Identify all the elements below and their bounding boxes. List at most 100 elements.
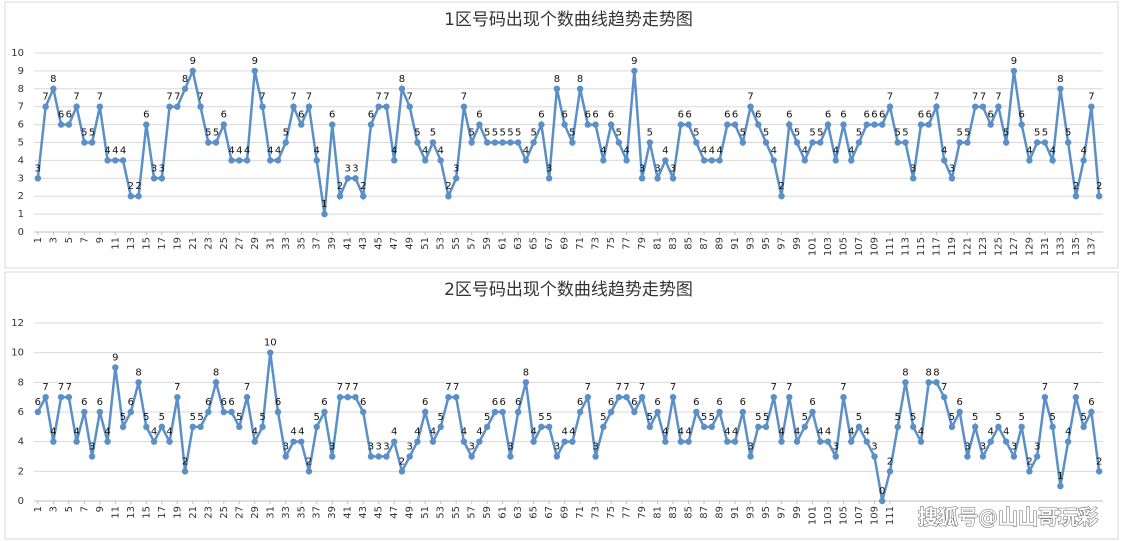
data-point [987, 438, 994, 445]
data-point [545, 175, 553, 182]
data-label: 6 [809, 397, 815, 408]
data-point [298, 121, 305, 128]
y-tick-label: 9 [18, 66, 24, 77]
data-point [421, 157, 429, 164]
data-label: 5 [538, 412, 544, 423]
data-label: 4 [73, 427, 79, 438]
data-label: 5 [763, 412, 769, 423]
data-label: 3 [376, 442, 382, 453]
x-tick-label: 99 [792, 506, 803, 519]
data-point [538, 121, 545, 128]
data-label: 7 [97, 92, 103, 103]
data-point [600, 423, 607, 431]
data-label: 4 [391, 427, 397, 438]
x-tick-label: 97 [777, 506, 788, 519]
data-point [530, 139, 537, 146]
data-point [406, 103, 413, 110]
x-tick-label: 75 [606, 237, 617, 250]
data-label: 5 [484, 412, 490, 423]
data-point [259, 103, 266, 110]
data-label: 5 [693, 128, 699, 139]
data-point [638, 393, 646, 401]
x-tick-label: 17 [157, 506, 168, 519]
chart-panel [4, 271, 1119, 540]
data-label: 6 [329, 110, 335, 121]
data-label: 3 [546, 163, 552, 174]
data-point [166, 438, 173, 445]
data-label: 3 [1034, 442, 1040, 453]
data-point [724, 438, 731, 445]
x-tick-label: 13 [126, 237, 137, 250]
x-tick-label: 43 [358, 506, 369, 519]
data-label: 6 [918, 110, 924, 121]
data-label: 4 [771, 145, 777, 156]
data-label: 8 [523, 367, 529, 378]
data-label: 7 [352, 382, 358, 393]
data-point [104, 438, 111, 445]
data-label: 5 [709, 412, 715, 423]
x-tick-label: 67 [544, 237, 555, 250]
data-label: 5 [910, 412, 916, 423]
data-label: 5 [647, 412, 653, 423]
data-label: 2 [128, 181, 134, 192]
data-label: 5 [283, 128, 289, 139]
data-point [1080, 157, 1087, 164]
data-label: 3 [407, 442, 413, 453]
x-tick-label: 45 [374, 506, 385, 519]
x-tick-label: 9 [95, 506, 106, 512]
data-point [925, 121, 932, 128]
data-label: 5 [492, 128, 498, 139]
x-tick-label: 95 [761, 237, 772, 250]
data-label: 4 [236, 145, 242, 156]
data-point [73, 438, 80, 445]
data-point [57, 121, 65, 128]
data-point [499, 139, 506, 146]
data-label: 5 [120, 412, 126, 423]
data-label: 6 [492, 397, 498, 408]
data-point [81, 408, 88, 416]
data-point [778, 193, 785, 200]
data-point [933, 379, 940, 386]
data-label: 4 [530, 427, 536, 438]
data-label: 5 [740, 128, 746, 139]
data-label: 5 [236, 412, 242, 423]
y-tick-label: 1 [18, 209, 24, 220]
data-point [623, 157, 630, 164]
data-point [848, 157, 855, 164]
data-label: 6 [1088, 397, 1094, 408]
data-label: 6 [221, 397, 227, 408]
data-point [259, 423, 266, 431]
data-label: 5 [507, 128, 513, 139]
data-point [584, 121, 592, 128]
data-point [181, 468, 189, 475]
x-tick-label: 15 [141, 506, 152, 519]
data-point [902, 379, 909, 386]
data-point [871, 121, 878, 128]
x-tick-label: 109 [869, 237, 880, 256]
data-label: 4 [391, 145, 397, 156]
data-label: 6 [221, 110, 227, 121]
data-label: 5 [437, 412, 443, 423]
data-label: 3 [747, 442, 753, 453]
y-tick-label: 2 [18, 191, 24, 202]
data-label: 4 [662, 145, 668, 156]
x-tick-label: 65 [529, 506, 540, 519]
data-label: 4 [709, 145, 715, 156]
data-point [824, 121, 832, 128]
data-point [801, 157, 808, 164]
data-point [817, 139, 824, 146]
data-label: 4 [685, 427, 691, 438]
data-label: 5 [159, 412, 165, 423]
x-tick-label: 131 [1040, 237, 1051, 256]
x-tick-label: 115 [916, 237, 927, 256]
data-point [406, 453, 413, 460]
data-point [979, 453, 987, 460]
data-point [685, 438, 692, 445]
data-point [1041, 393, 1049, 401]
data-point [840, 121, 847, 128]
chart-title: 2区号码出现个数曲线趋势走势图 [444, 280, 693, 300]
data-point [360, 408, 367, 416]
x-tick-label: 57 [467, 237, 478, 250]
data-label: 5 [499, 128, 505, 139]
data-point [879, 121, 886, 128]
